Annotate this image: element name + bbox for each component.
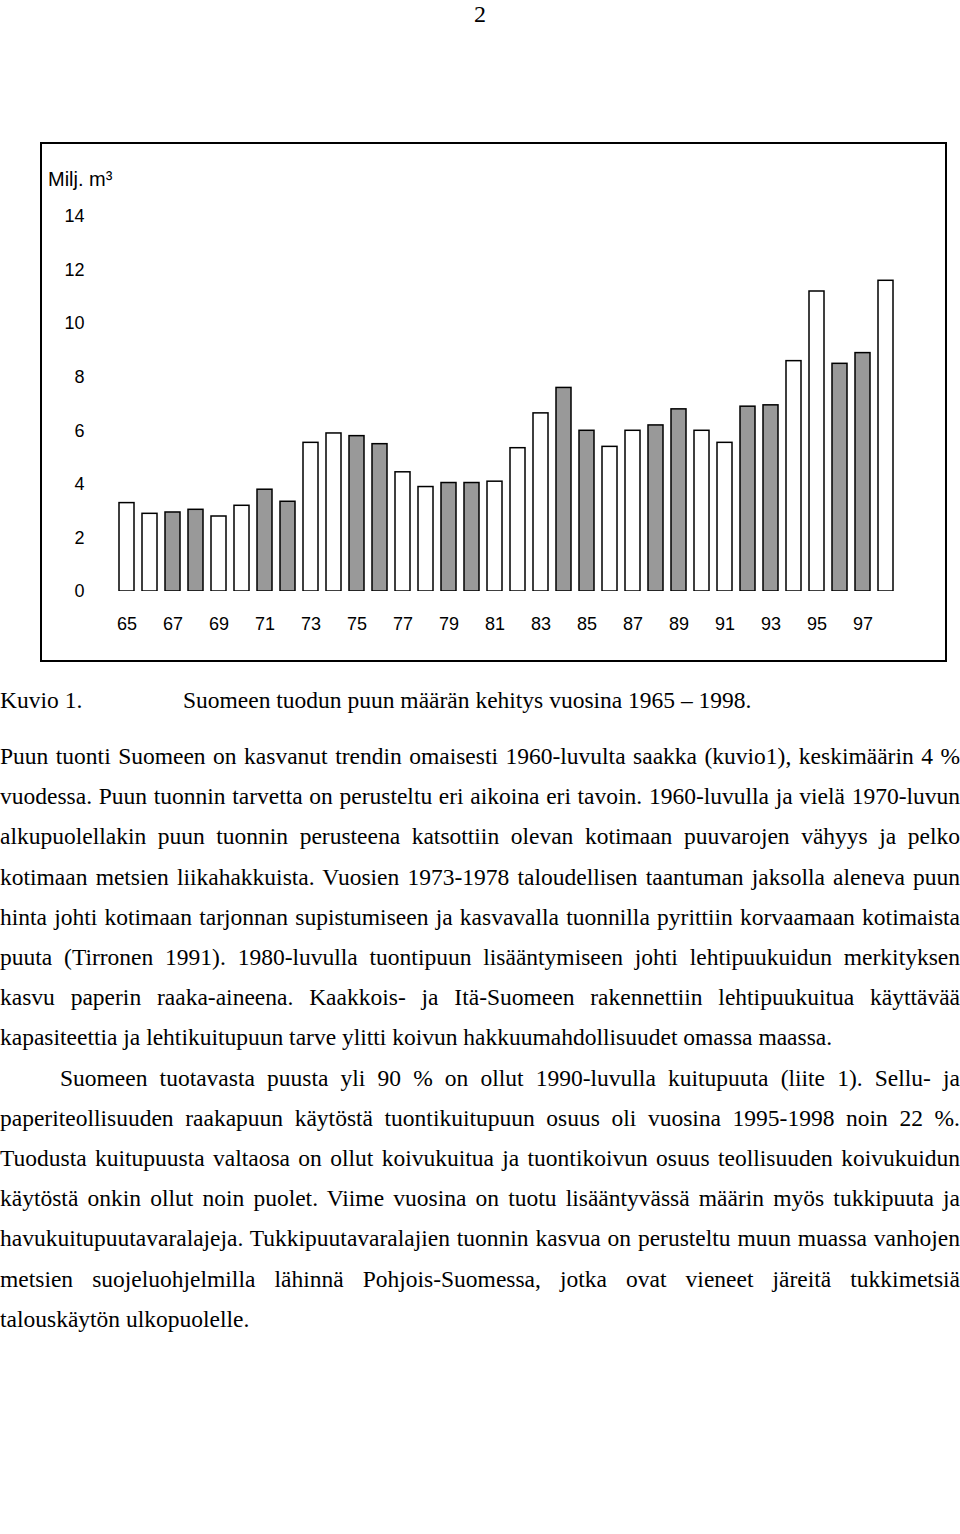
svg-text:95: 95 <box>807 614 827 634</box>
svg-text:4: 4 <box>74 474 84 494</box>
svg-text:65: 65 <box>117 614 137 634</box>
html-text:Milj. m³: Milj. m³ <box>48 168 113 190</box>
svg-text:2: 2 <box>74 528 84 548</box>
svg-text:71: 71 <box>255 614 275 634</box>
svg-text:87: 87 <box>623 614 643 634</box>
html-text:Puun tuonti Suomeen on kasvanu: Puun tuonti Suomeen on kasvanut trendin … <box>0 743 960 1051</box>
svg-text:83: 83 <box>531 614 551 634</box>
svg-text:85: 85 <box>577 614 597 634</box>
svg-text:0: 0 <box>74 581 84 601</box>
svg-text:97: 97 <box>853 614 873 634</box>
svg-text:81: 81 <box>485 614 505 634</box>
svg-text:89: 89 <box>669 614 689 634</box>
html-text:Suomeen tuodun puun määrän keh: Suomeen tuodun puun määrän kehitys vuosi… <box>183 687 752 713</box>
svg-text:69: 69 <box>209 614 229 634</box>
svg-text:12: 12 <box>64 260 84 280</box>
svg-text:75: 75 <box>347 614 367 634</box>
svg-text:77: 77 <box>393 614 413 634</box>
svg-text:6: 6 <box>74 421 84 441</box>
svg-text:79: 79 <box>439 614 459 634</box>
svg-text:14: 14 <box>64 206 84 226</box>
svg-text:93: 93 <box>761 614 781 634</box>
svg-text:67: 67 <box>163 614 183 634</box>
svg-text:91: 91 <box>715 614 735 634</box>
svg-text:8: 8 <box>74 367 84 387</box>
svg-text:73: 73 <box>301 614 321 634</box>
html-text:2: 2 <box>474 1 486 27</box>
html-text:Suomeen tuotavasta puusta yli: Suomeen tuotavasta puusta yli 90 % on ol… <box>0 1064 960 1332</box>
svg-text:10: 10 <box>64 313 84 333</box>
html-text:Kuvio 1.: Kuvio 1. <box>0 687 83 713</box>
